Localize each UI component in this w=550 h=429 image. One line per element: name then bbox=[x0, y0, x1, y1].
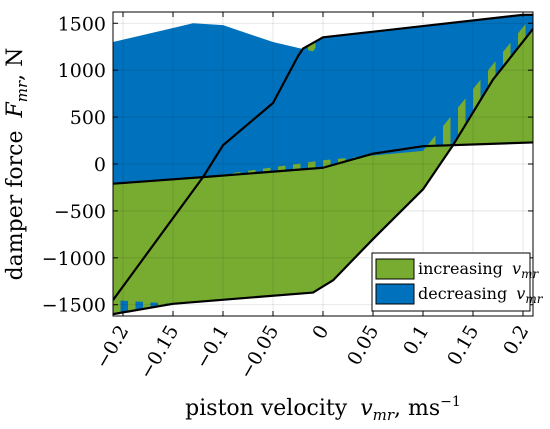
x-tick-label: −0.15 bbox=[135, 322, 183, 383]
stripe-bar bbox=[308, 14, 316, 315]
x-tick-label: −0.1 bbox=[191, 322, 233, 373]
stripe-bar bbox=[300, 14, 309, 315]
legend: increasing vmr decreasing vmr bbox=[371, 252, 544, 312]
lower-branch-line bbox=[113, 28, 533, 316]
x-tick-label: 0.2 bbox=[499, 322, 533, 359]
legend-label-decreasing: decreasing vmr bbox=[418, 284, 544, 306]
upper-branch-line bbox=[113, 13, 533, 301]
legend-swatch-decreasing bbox=[375, 283, 415, 305]
stripe-bar bbox=[293, 14, 301, 315]
y-tick-label: 500 bbox=[70, 107, 106, 129]
x-tick-label: −0.2 bbox=[91, 322, 133, 373]
loop-outline-layer bbox=[113, 13, 533, 316]
legend-swatch-increasing bbox=[375, 258, 415, 280]
legend-entry-increasing: increasing vmr bbox=[375, 258, 539, 281]
y-tick-label: 1500 bbox=[58, 13, 106, 35]
x-axis-title: piston velocity vmr, ms−1 bbox=[185, 394, 461, 424]
middle-branch-line bbox=[113, 141, 533, 185]
x-tick-label: 0.15 bbox=[443, 322, 483, 370]
legend-label-increasing: increasing vmr bbox=[418, 259, 539, 281]
y-tick-label: −500 bbox=[54, 201, 106, 223]
y-tick-label: −1500 bbox=[42, 295, 106, 317]
y-tick-label: 0 bbox=[94, 154, 106, 176]
stripe-bar bbox=[315, 14, 324, 315]
x-tick-label: 0.05 bbox=[343, 322, 383, 370]
y-axis-title: damper force Fmr, N bbox=[3, 48, 31, 281]
stripe-bar bbox=[323, 14, 331, 315]
area-increasing bbox=[113, 28, 533, 304]
legend-entry-decreasing: decreasing vmr bbox=[375, 283, 544, 306]
area-decreasing bbox=[113, 14, 533, 183]
area-layer bbox=[113, 14, 533, 304]
y-tick-label: −1000 bbox=[42, 248, 106, 270]
x-tick-label: 0 bbox=[308, 322, 333, 343]
x-tick-label: 0.1 bbox=[399, 322, 433, 359]
x-tick-label: −0.05 bbox=[235, 322, 283, 383]
y-tick-label: 1000 bbox=[58, 60, 106, 82]
